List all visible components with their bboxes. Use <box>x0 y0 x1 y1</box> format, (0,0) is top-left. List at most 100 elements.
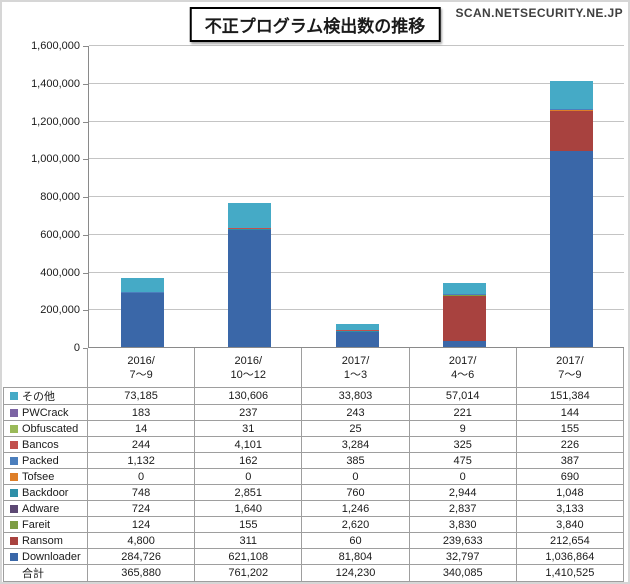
y-axis-tick <box>83 348 88 349</box>
y-axis-tick-label: 400,000 <box>40 266 80 279</box>
table-cell-value: 325 <box>409 437 517 453</box>
bar-segment-Fareit <box>549 110 593 112</box>
table-cell-value: 387 <box>516 453 624 469</box>
plot-area <box>88 45 624 348</box>
bar-segment-Adware <box>442 294 486 295</box>
table-cell-value: 475 <box>409 453 517 469</box>
stacked-bar <box>549 80 593 347</box>
table-cell-value: 2,620 <box>302 517 410 533</box>
table-header-cell: 2017/4〜6 <box>409 348 517 388</box>
bar-segment-Downloader <box>335 331 379 347</box>
category-label-line: 7〜9 <box>129 368 153 381</box>
total-cell-value: 124,230 <box>302 565 410 582</box>
y-axis-tick-label: 1,400,000 <box>31 77 80 90</box>
data-table: 2016/7〜9 2016/10〜12 2017/1〜3 2017/4〜6 2017/7… <box>3 348 624 582</box>
table-cell-value: 3,133 <box>516 501 624 517</box>
table-cell-value: 4,101 <box>195 437 303 453</box>
y-axis-tick <box>83 197 88 198</box>
bar-segment-Backdoor <box>228 228 272 230</box>
legend-label: PWCrack <box>22 406 69 419</box>
category-label-line: 2016/ <box>234 354 263 367</box>
y-axis-tick <box>83 310 88 311</box>
table-cell-value: 155 <box>195 517 303 533</box>
legend-color-swatch <box>10 424 18 433</box>
bar-segment-その他 <box>442 282 486 294</box>
gridline <box>89 158 624 160</box>
legend-color-swatch <box>10 488 18 497</box>
legend-color-swatch <box>10 440 18 449</box>
table-cell-value: 162 <box>195 453 303 469</box>
gridline <box>89 233 624 235</box>
gridline <box>89 271 624 273</box>
bar-segment-Ransom <box>549 111 593 152</box>
y-axis-tick <box>83 84 88 85</box>
table-cell-value: 60 <box>302 533 410 549</box>
table-cell-value: 2,837 <box>409 501 517 517</box>
table-cell-value: 81,804 <box>302 549 410 565</box>
table-cell-value: 212,654 <box>516 533 624 549</box>
table-cell-value: 237 <box>195 405 303 421</box>
category-label-line: 4〜6 <box>451 368 475 381</box>
gridline <box>89 45 624 46</box>
legend-cell: Backdoor <box>3 485 88 501</box>
legend-label: Ransom <box>22 534 63 547</box>
total-cell-value: 1,410,525 <box>516 565 624 582</box>
category-label-line: 2017/ <box>341 354 370 367</box>
total-cell-value: 365,880 <box>88 565 196 582</box>
bar-segment-Downloader <box>442 340 486 347</box>
bar-segment-Downloader <box>228 229 272 347</box>
gridline <box>89 196 624 197</box>
table-cell-value: 621,108 <box>195 549 303 565</box>
bar-segment-Backdoor <box>442 293 486 295</box>
bar-segment-Bancos <box>228 228 272 229</box>
total-cell-value: 761,202 <box>195 565 303 582</box>
table-header-cell: 2016/7〜9 <box>88 348 196 388</box>
bar-segment-Downloader <box>549 151 593 347</box>
table-cell-value: 724 <box>88 501 196 517</box>
table-cell-value: 239,633 <box>409 533 517 549</box>
legend-label: Adware <box>22 502 60 515</box>
legend-label: Backdoor <box>22 486 69 499</box>
legend-label: Tofsee <box>22 470 55 483</box>
legend-color-swatch <box>10 408 18 417</box>
table-cell-value: 0 <box>302 469 410 485</box>
table-cell-value: 243 <box>302 405 410 421</box>
bar-segment-Downloader <box>121 293 165 347</box>
legend-color-swatch <box>10 536 18 545</box>
legend-color-swatch <box>10 456 18 465</box>
table-cell-value: 221 <box>409 405 517 421</box>
category-label-line: 1〜3 <box>343 368 368 381</box>
table-cell-value: 32,797 <box>409 549 517 565</box>
table-header-cell: 2017/7〜9 <box>516 348 624 388</box>
legend-cell: Obfuscated <box>3 421 88 437</box>
y-axis-tick <box>83 273 88 274</box>
bar-segment-その他 <box>228 203 272 228</box>
table-cell-value: 311 <box>195 533 303 549</box>
legend-color-swatch <box>10 504 18 513</box>
table-cell-value: 25 <box>302 421 410 437</box>
y-axis-tick-label: 1,200,000 <box>31 115 80 128</box>
table-cell-value: 1,048 <box>516 485 624 501</box>
y-axis-tick-label: 800,000 <box>40 191 80 203</box>
table-cell-value: 33,803 <box>302 388 410 405</box>
legend-cell: Tofsee <box>3 469 88 485</box>
legend-label: Bancos <box>22 438 59 451</box>
total-label-cell: 合計 <box>3 565 88 582</box>
gridline <box>89 82 624 84</box>
table-cell-value: 1,036,864 <box>516 549 624 565</box>
table-cell-value: 151,384 <box>516 388 624 405</box>
legend-color-swatch <box>10 472 18 481</box>
table-cell-value: 3,830 <box>409 517 517 533</box>
stacked-bar <box>442 282 486 347</box>
table-cell-value: 226 <box>516 437 624 453</box>
y-axis-tick-label: 1,600,000 <box>31 40 80 52</box>
y-axis-tick <box>83 235 88 236</box>
legend-color-swatch <box>10 520 18 529</box>
y-axis-tick-label: 0 <box>73 342 80 354</box>
table-cell-value: 9 <box>409 421 517 437</box>
legend-cell: Adware <box>3 501 88 517</box>
total-cell-value: 340,085 <box>409 565 517 582</box>
legend-label: Packed <box>22 454 59 467</box>
legend-cell: Packed <box>3 453 88 469</box>
legend-color-swatch <box>10 392 18 400</box>
